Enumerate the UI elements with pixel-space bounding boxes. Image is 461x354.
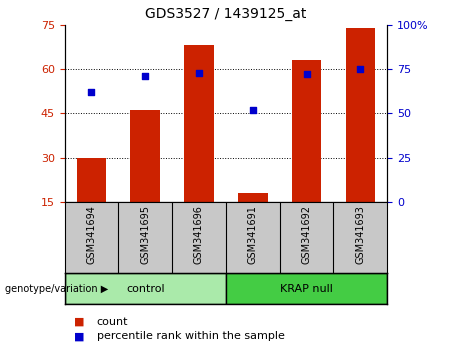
Bar	[130, 110, 160, 202]
Point	[249, 107, 256, 113]
Bar	[346, 28, 375, 202]
Text: percentile rank within the sample: percentile rank within the sample	[97, 331, 285, 341]
Text: GSM341694: GSM341694	[86, 205, 96, 264]
Text: GSM341696: GSM341696	[194, 205, 204, 264]
Point	[357, 66, 364, 72]
Bar	[77, 158, 106, 202]
Bar	[226, 273, 387, 304]
Text: genotype/variation ▶: genotype/variation ▶	[5, 284, 108, 293]
Text: GSM341695: GSM341695	[140, 205, 150, 264]
Text: KRAP null: KRAP null	[280, 284, 333, 293]
Bar	[238, 193, 267, 202]
Text: control: control	[126, 284, 165, 293]
Text: GSM341692: GSM341692	[301, 205, 312, 264]
Bar	[65, 273, 226, 304]
Point	[195, 70, 203, 75]
Bar	[292, 60, 321, 202]
Bar	[184, 45, 214, 202]
Point	[142, 73, 149, 79]
Text: ■: ■	[74, 331, 84, 341]
Text: count: count	[97, 317, 128, 327]
Text: GSM341693: GSM341693	[355, 205, 366, 264]
Point	[88, 89, 95, 95]
Point	[303, 72, 310, 77]
Title: GDS3527 / 1439125_at: GDS3527 / 1439125_at	[145, 7, 307, 21]
Text: ■: ■	[74, 317, 84, 327]
Text: GSM341691: GSM341691	[248, 205, 258, 264]
